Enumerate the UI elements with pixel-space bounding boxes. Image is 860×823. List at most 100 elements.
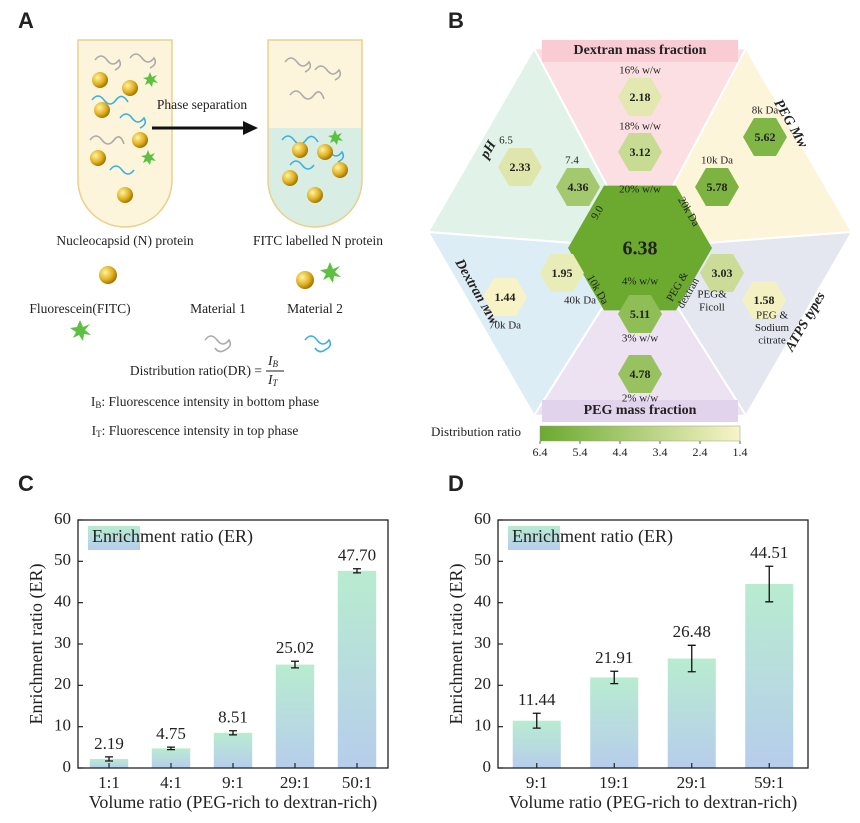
level-label-line: citrate xyxy=(758,334,786,346)
error-bar xyxy=(610,670,619,685)
level-label: 8k Da xyxy=(752,105,779,117)
panel-label: D xyxy=(448,471,464,496)
tube xyxy=(268,40,362,227)
level-label-line: PEG & xyxy=(756,309,789,321)
panel-label: B xyxy=(448,8,464,33)
x-tick-label: 4:1 xyxy=(160,773,182,792)
x-tick-label: 9:1 xyxy=(526,773,548,792)
level-label: 3% w/w xyxy=(622,333,658,345)
level-label: 40k Da xyxy=(564,295,596,307)
legend-label: Enrichment ratio (ER) xyxy=(92,526,253,547)
y-tick-label: 60 xyxy=(474,509,491,528)
panel-b: B 6.38 Dextran mass fraction 20% w/w 2.18 16… xyxy=(426,8,854,459)
hex xyxy=(618,294,662,334)
error-bar xyxy=(765,565,774,603)
hex-value: 1.95 xyxy=(552,266,573,280)
y-tick-label: 60 xyxy=(54,509,71,528)
colorbar-tick-label: 2.4 xyxy=(693,445,708,459)
panel-a: A Phase separation Nucleocapsid (N) prot… xyxy=(18,8,383,439)
symbol: I xyxy=(91,394,96,409)
subscript: B xyxy=(273,359,279,369)
y-tick-label: 0 xyxy=(63,757,72,776)
y-tick-label: 0 xyxy=(483,757,492,776)
materials xyxy=(89,53,345,353)
hex-value: 3.03 xyxy=(712,266,733,280)
legend-swatch xyxy=(508,526,560,550)
section-title: PEG mass fraction xyxy=(584,403,697,418)
hex xyxy=(618,77,662,117)
hex xyxy=(695,167,739,207)
legend-text: Nucleocapsid (N) protein xyxy=(56,233,193,248)
svg-text:IB: IB xyxy=(267,353,279,369)
x-axis-label: Volume ratio (PEG-rich to dextran-rich) xyxy=(509,792,798,813)
value-label: 44.51 xyxy=(750,543,788,562)
colorbar-label: Distribution ratio xyxy=(431,424,521,439)
y-tick-label: 10 xyxy=(474,716,491,735)
arrow-label: Phase separation xyxy=(157,97,248,112)
level-label-line: Sodium xyxy=(755,322,790,334)
hex-value: 5.62 xyxy=(755,130,776,144)
error-bar xyxy=(229,730,237,736)
center-level: 4% w/w xyxy=(622,276,658,288)
y-tick-label: 20 xyxy=(474,674,491,693)
hex xyxy=(483,277,527,317)
legend-label: Enrichment ratio (ER) xyxy=(512,526,673,547)
legend-swatch xyxy=(88,526,140,550)
arrow-head xyxy=(243,121,258,135)
symbol: I xyxy=(92,423,97,438)
value-label: 4.75 xyxy=(156,724,186,743)
error-bar xyxy=(105,756,113,762)
bar xyxy=(590,677,639,768)
colorbar-tick-label: 3.4 xyxy=(653,445,668,459)
symbol: I xyxy=(267,372,274,387)
level-label: 2% w/w xyxy=(622,393,658,405)
value-label: 47.70 xyxy=(338,546,376,565)
hex xyxy=(618,354,662,394)
legend-text: Material 1 xyxy=(190,301,246,316)
error-bar xyxy=(687,644,696,673)
hex-value: 3.12 xyxy=(630,145,651,159)
bar xyxy=(275,664,315,768)
x-tick-label: 59:1 xyxy=(754,773,784,792)
hex xyxy=(540,253,584,293)
y-tick-label: 40 xyxy=(474,592,491,611)
colorbar-tick-label: 4.4 xyxy=(613,445,628,459)
level-label: 16% w/w xyxy=(619,65,661,77)
subscript: T xyxy=(96,429,102,439)
level-label: 7.4 xyxy=(565,155,579,167)
level-label: 10k Da xyxy=(701,155,733,167)
axes-frame xyxy=(77,519,389,769)
y-axis-label: Enrichment ratio (ER) xyxy=(446,564,467,725)
y-tick-label: 50 xyxy=(54,550,71,569)
level-label-line: Ficoll xyxy=(699,301,725,313)
colorbar-tick-label: 6.4 xyxy=(533,445,548,459)
y-axis-label: Enrichment ratio (ER) xyxy=(26,564,47,725)
x-tick-label: 19:1 xyxy=(599,773,629,792)
title-band xyxy=(542,400,738,422)
center-value: 6.38 xyxy=(623,238,658,260)
level-label-line: PEG& xyxy=(697,288,727,300)
y-tick-label: 20 xyxy=(54,674,71,693)
level-label: 6.5 xyxy=(499,135,513,147)
proteins xyxy=(70,72,348,341)
y-tick-label: 40 xyxy=(54,592,71,611)
colorbar xyxy=(539,425,741,442)
section-title: Dextran mass fraction xyxy=(574,43,707,58)
panel-label: C xyxy=(18,471,34,496)
hex xyxy=(498,147,542,187)
bar xyxy=(213,732,253,768)
value-label: 2.19 xyxy=(94,734,124,753)
center-hex xyxy=(568,185,712,311)
y-tick-label: 10 xyxy=(54,716,71,735)
level-label: PEG & Sodium citrate xyxy=(755,309,790,346)
hex xyxy=(742,280,786,320)
panel-label: A xyxy=(18,8,34,33)
hex-value: 1.44 xyxy=(495,290,516,304)
x-tick-label: 29:1 xyxy=(677,773,707,792)
hex-value: 2.33 xyxy=(510,160,531,174)
center-level: 20% w/w xyxy=(619,184,661,196)
hex xyxy=(743,117,787,157)
hex xyxy=(556,167,600,207)
hex-value: 2.18 xyxy=(630,90,651,104)
